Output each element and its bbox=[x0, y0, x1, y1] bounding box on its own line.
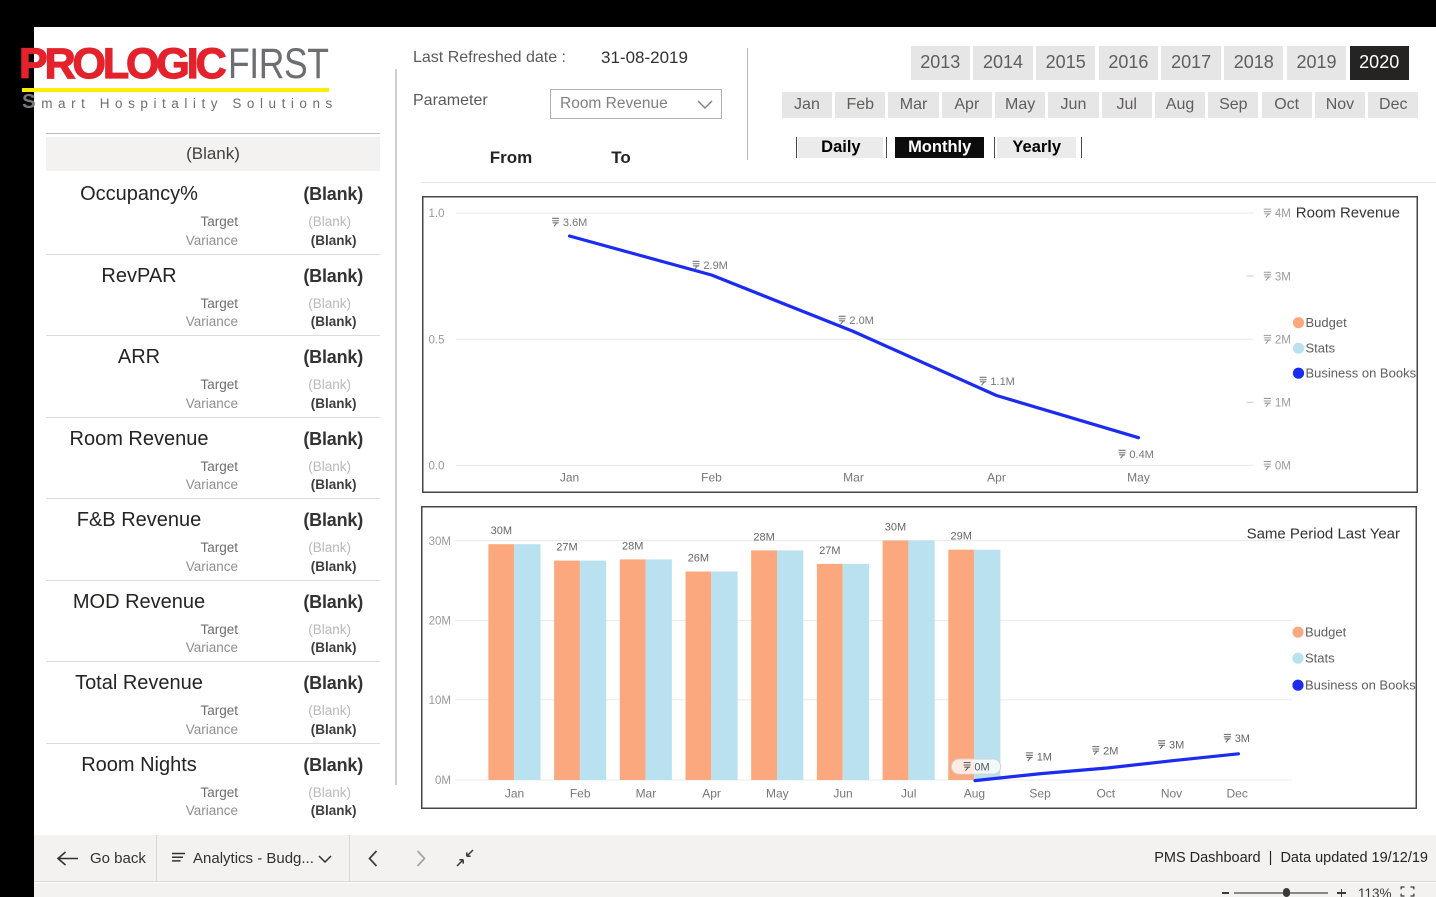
svg-text:0.5: 0.5 bbox=[428, 334, 444, 346]
svg-text:30M: 30M bbox=[885, 521, 906, 533]
svg-text:Mar: Mar bbox=[636, 786, 657, 800]
svg-text:2.9M: 2.9M bbox=[703, 260, 727, 272]
svg-text:Same Period Last Year: Same Period Last Year bbox=[1247, 525, 1400, 542]
svg-text:29M: 29M bbox=[950, 530, 971, 542]
svg-text:30M: 30M bbox=[429, 536, 451, 548]
svg-text:2M: 2M bbox=[1103, 745, 1118, 757]
svg-text:3M: 3M bbox=[1235, 733, 1250, 745]
svg-text:Jul: Jul bbox=[901, 786, 916, 800]
svg-text:30M: 30M bbox=[491, 525, 512, 537]
svg-text:0.4M: 0.4M bbox=[1129, 449, 1153, 461]
svg-text:Mar: Mar bbox=[843, 471, 864, 485]
svg-text:26M: 26M bbox=[688, 552, 709, 564]
svg-text:28M: 28M bbox=[753, 531, 774, 543]
svg-text:0M: 0M bbox=[1274, 461, 1290, 473]
svg-text:Room Revenue: Room Revenue bbox=[1295, 204, 1399, 221]
svg-text:27M: 27M bbox=[819, 545, 840, 557]
svg-text:Feb: Feb bbox=[701, 471, 722, 485]
svg-text:Aug: Aug bbox=[964, 786, 985, 800]
svg-text:10M: 10M bbox=[429, 695, 451, 707]
svg-text:Jan: Jan bbox=[559, 471, 578, 485]
svg-text:0M: 0M bbox=[974, 761, 989, 773]
svg-text:2M: 2M bbox=[1274, 334, 1290, 346]
svg-text:Dec: Dec bbox=[1227, 786, 1248, 800]
svg-text:3M: 3M bbox=[1274, 271, 1290, 283]
svg-text:Oct: Oct bbox=[1096, 786, 1115, 800]
svg-text:Budget: Budget bbox=[1305, 315, 1347, 330]
svg-text:May: May bbox=[766, 786, 789, 800]
svg-text:Business on Books: Business on Books bbox=[1305, 366, 1416, 381]
svg-text:27M: 27M bbox=[556, 541, 577, 553]
svg-text:0.0: 0.0 bbox=[428, 461, 444, 473]
svg-text:20M: 20M bbox=[429, 615, 451, 627]
svg-text:4M: 4M bbox=[1274, 208, 1290, 220]
svg-text:0M: 0M bbox=[435, 775, 451, 787]
svg-text:Apr: Apr bbox=[702, 786, 721, 800]
svg-text:Stats: Stats bbox=[1305, 341, 1335, 356]
svg-text:1.0: 1.0 bbox=[428, 208, 444, 220]
svg-text:1M: 1M bbox=[1274, 398, 1290, 410]
svg-text:May: May bbox=[1127, 471, 1150, 485]
svg-text:1.1M: 1.1M bbox=[990, 376, 1014, 388]
svg-text:Feb: Feb bbox=[570, 786, 591, 800]
svg-text:3M: 3M bbox=[1169, 739, 1184, 751]
svg-text:Nov: Nov bbox=[1161, 786, 1182, 800]
svg-text:Jan: Jan bbox=[505, 786, 524, 800]
svg-text:28M: 28M bbox=[622, 540, 643, 552]
svg-text:Business on Books: Business on Books bbox=[1305, 677, 1416, 692]
svg-text:2.0M: 2.0M bbox=[849, 315, 873, 327]
svg-text:1M: 1M bbox=[1037, 751, 1052, 763]
svg-text:Budget: Budget bbox=[1305, 624, 1347, 639]
svg-text:Stats: Stats bbox=[1305, 650, 1335, 665]
svg-text:Apr: Apr bbox=[987, 471, 1006, 485]
svg-text:Jun: Jun bbox=[833, 786, 852, 800]
svg-text:3.6M: 3.6M bbox=[562, 217, 586, 229]
svg-text:Sep: Sep bbox=[1029, 786, 1051, 800]
